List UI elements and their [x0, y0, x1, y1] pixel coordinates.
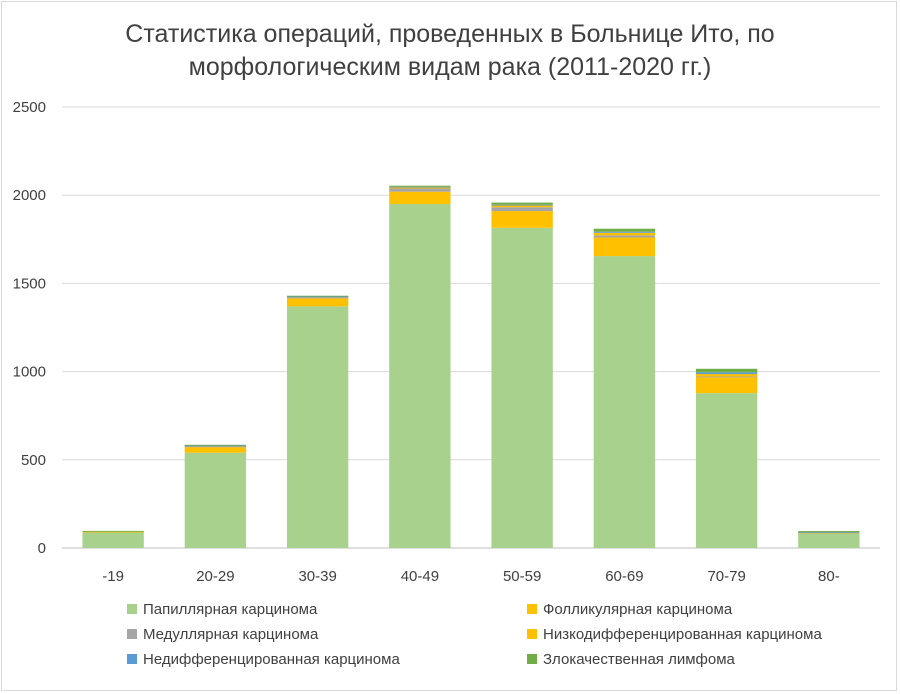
legend-label: Фолликулярная карцинома: [543, 601, 733, 618]
legend-item: Папиллярная карцинома: [127, 601, 317, 619]
bar-segment: [389, 187, 451, 189]
y-tick-label: 1500: [13, 275, 46, 292]
bar-segment: [491, 202, 553, 205]
bar-segment: [593, 235, 656, 238]
y-tick-label: 500: [21, 452, 46, 469]
legend-item: Фолликулярная карцинома: [527, 601, 732, 619]
x-tick-label: 50-59: [503, 568, 541, 585]
bar-segment: [491, 204, 553, 206]
bar-segment: [389, 186, 451, 188]
legend-label: Низкодифференцированная карцинома: [543, 626, 822, 643]
bar-segment: [695, 376, 758, 378]
bar-segment: [184, 447, 247, 453]
legend-label: Злокачественная лимфома: [543, 651, 735, 668]
y-tick-label: 2500: [13, 99, 46, 116]
y-tick-label: 0: [38, 540, 46, 557]
bar-segment: [798, 533, 860, 548]
x-tick-label: 20-29: [196, 568, 234, 585]
x-tick-label: 70-79: [707, 568, 745, 585]
bar-segment: [389, 204, 451, 548]
chart-title: Статистика операций, проведенных в Больн…: [0, 18, 900, 84]
legend-item: Медуллярная карцинома: [127, 626, 318, 644]
chart-title-line-1: Статистика операций, проведенных в Больн…: [125, 20, 775, 48]
legend-swatch: [127, 604, 137, 614]
bar-segment: [389, 185, 451, 187]
bar-segment: [593, 231, 656, 233]
legend-swatch: [527, 629, 537, 639]
bar-segment: [695, 372, 758, 375]
bar-segment: [184, 452, 247, 548]
legend-swatch: [527, 654, 537, 664]
x-tick-label: -19: [102, 568, 124, 585]
y-tick-label: 2000: [13, 187, 46, 204]
bar-segment: [695, 377, 758, 394]
bar-segment: [798, 532, 860, 533]
legend-label: Медуллярная карцинома: [143, 626, 319, 643]
bar-segment: [491, 207, 553, 212]
legend-item: Низкодифференцированная карцинома: [527, 626, 822, 644]
bar-segment: [491, 227, 553, 549]
bar-segment: [184, 444, 247, 446]
bar-segment: [695, 393, 758, 548]
bar-segment: [491, 211, 553, 228]
bar-segment: [593, 228, 656, 232]
y-tick-label: 1000: [13, 364, 46, 381]
legend-swatch: [127, 654, 137, 664]
x-tick-label: 40-49: [401, 568, 439, 585]
legend-item: Недифференцированная карцинома: [127, 651, 400, 669]
bar-segment: [286, 298, 349, 307]
bar-segment: [491, 205, 553, 208]
legend-swatch: [127, 629, 137, 639]
x-tick-label: 80-: [818, 568, 840, 585]
chart-title-line-2: морфологическим видам рака (2011-2020 гг…: [188, 53, 712, 81]
bar-segment: [593, 256, 656, 548]
bar-segment: [389, 191, 451, 205]
bar-segment: [286, 295, 349, 297]
bar-segment: [389, 188, 451, 192]
x-tick-label: 30-39: [298, 568, 336, 585]
bar-segment: [286, 297, 349, 299]
bar-segment: [82, 532, 144, 548]
legend-label: Папиллярная карцинома: [143, 601, 318, 618]
bar-segment: [286, 296, 349, 298]
legend-label: Недифференцированная карцинома: [143, 651, 400, 668]
bar-segment: [184, 446, 247, 448]
chart-legend: Папиллярная карцинома Фолликулярная карци…: [0, 600, 900, 680]
bar-segment: [593, 232, 656, 236]
x-tick-label: 60-69: [605, 568, 643, 585]
bar-segment: [184, 445, 247, 447]
bar-segment: [695, 374, 758, 377]
legend-swatch: [527, 604, 537, 614]
bar-segment: [286, 306, 349, 548]
legend-item: Злокачественная лимфома: [527, 651, 735, 669]
bar-segment: [593, 237, 656, 257]
bar-segment: [798, 531, 860, 533]
bar-segment: [695, 368, 758, 373]
bar-segment: [82, 530, 144, 532]
